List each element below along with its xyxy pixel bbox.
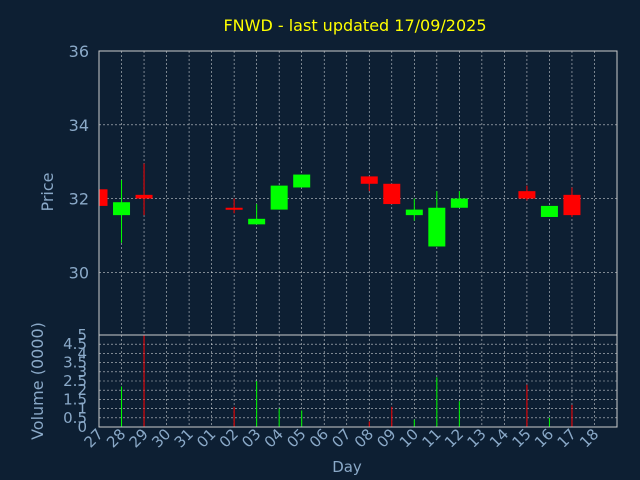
candle-body	[360, 176, 378, 184]
candle-body	[293, 174, 311, 188]
candle-body	[135, 194, 153, 199]
candle-body	[248, 218, 266, 225]
volume-tick-label: 3.5	[63, 354, 87, 372]
volume-axis-label: Volume (0000)	[28, 322, 47, 440]
volume-tick-label: 5	[77, 326, 87, 344]
y-axis-label: Price	[38, 172, 57, 211]
candle-body	[270, 185, 288, 210]
volume-tick-label: 2.5	[63, 372, 87, 390]
volume-tick-label: 3	[77, 363, 87, 381]
candle-body	[225, 207, 243, 210]
y-tick-label: 30	[69, 263, 89, 282]
volume-tick-label: 0	[77, 418, 87, 436]
candle-body	[540, 205, 558, 217]
volume-tick-label: 2	[77, 381, 87, 399]
volume-plot-border	[98, 334, 618, 428]
candle-body	[99, 189, 108, 206]
candle-body	[428, 207, 446, 247]
volume-bars	[121, 335, 573, 427]
y-tick-label: 34	[69, 116, 89, 135]
y-tick-label: 32	[69, 190, 89, 209]
candle-body	[405, 209, 423, 216]
candle-body	[113, 202, 131, 216]
volume-tick-label: 4.5	[63, 335, 87, 353]
candle-body	[383, 183, 401, 205]
candle-body	[450, 198, 468, 208]
candle-body	[563, 194, 581, 216]
price-candles	[98, 163, 581, 247]
x-axis-label: Day	[332, 458, 362, 476]
volume-tick-label: 1.5	[63, 390, 87, 408]
volume-tick-label: 1	[77, 400, 87, 418]
volume-tick-label: 0.5	[63, 409, 87, 427]
y-tick-label: 36	[69, 42, 89, 61]
chart-title: FNWD - last updated 17/09/2025	[223, 16, 486, 35]
volume-tick-label: 4	[77, 344, 87, 362]
candle-body	[518, 191, 536, 199]
